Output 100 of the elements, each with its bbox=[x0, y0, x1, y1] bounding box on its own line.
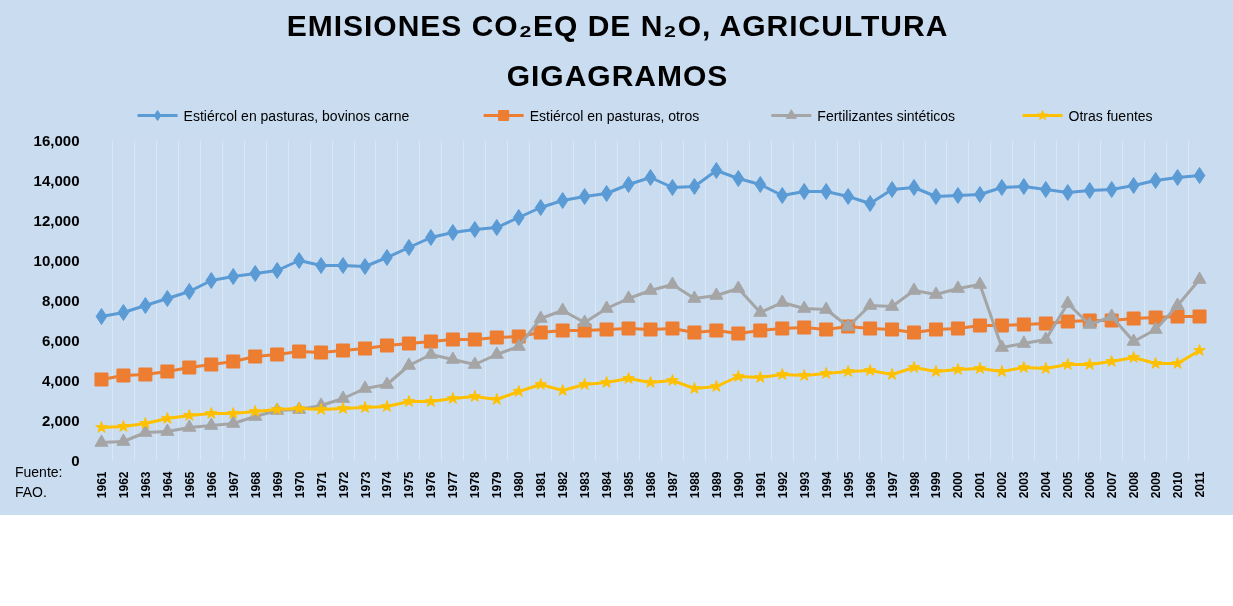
point bbox=[1171, 357, 1184, 369]
point bbox=[271, 262, 283, 279]
point bbox=[95, 421, 108, 433]
point bbox=[731, 280, 746, 293]
point bbox=[1016, 335, 1031, 348]
point bbox=[776, 187, 789, 204]
point bbox=[1127, 177, 1140, 194]
x-tick-label: 1974 bbox=[380, 471, 395, 499]
x-tick-label: 1963 bbox=[138, 471, 153, 499]
x-tick-label: 1988 bbox=[687, 471, 702, 499]
point bbox=[358, 401, 372, 413]
x-tick-label: 1968 bbox=[248, 471, 263, 499]
point bbox=[819, 322, 834, 337]
point bbox=[94, 434, 109, 447]
point bbox=[445, 332, 460, 347]
point bbox=[1060, 295, 1075, 308]
point bbox=[490, 219, 503, 236]
point bbox=[644, 376, 657, 388]
point bbox=[555, 323, 570, 338]
point bbox=[358, 341, 373, 356]
point bbox=[533, 310, 548, 323]
point bbox=[314, 403, 328, 415]
point bbox=[1083, 358, 1096, 370]
x-tick-label: 1976 bbox=[424, 471, 439, 499]
y-tick-label: 16,000 bbox=[33, 131, 80, 149]
point bbox=[467, 332, 482, 347]
point bbox=[160, 423, 175, 436]
point bbox=[227, 268, 240, 285]
point bbox=[863, 297, 878, 310]
point bbox=[666, 374, 679, 386]
point bbox=[379, 338, 394, 353]
point bbox=[489, 346, 504, 359]
x-tick-label: 1979 bbox=[490, 471, 505, 499]
point bbox=[226, 354, 241, 369]
x-tick-label: 1995 bbox=[841, 471, 856, 499]
point bbox=[710, 162, 723, 179]
point bbox=[1192, 309, 1207, 324]
point bbox=[117, 420, 130, 432]
x-tick-label: 1996 bbox=[863, 471, 878, 499]
point bbox=[138, 424, 153, 437]
point bbox=[928, 286, 943, 299]
point bbox=[578, 188, 591, 205]
x-tick-label: 1990 bbox=[731, 471, 746, 499]
point bbox=[863, 321, 878, 336]
x-tick-label: 1982 bbox=[556, 471, 571, 499]
point bbox=[973, 362, 987, 374]
point bbox=[401, 357, 416, 370]
x-tick-label: 2001 bbox=[973, 471, 988, 499]
point bbox=[754, 176, 767, 193]
x-tick-label: 1999 bbox=[929, 471, 944, 499]
x-tick-label: 1992 bbox=[775, 471, 790, 499]
x-tick-label: 1981 bbox=[534, 471, 549, 499]
point bbox=[425, 229, 437, 246]
x-tick-label: 2011 bbox=[1193, 471, 1208, 498]
point bbox=[996, 179, 1008, 196]
point bbox=[205, 272, 218, 289]
point bbox=[820, 183, 833, 200]
point bbox=[732, 370, 745, 382]
x-tick-label: 1973 bbox=[358, 471, 373, 499]
point bbox=[1105, 355, 1118, 367]
point bbox=[775, 294, 790, 307]
point bbox=[600, 376, 613, 388]
point bbox=[336, 343, 351, 358]
x-tick-label: 1985 bbox=[622, 471, 637, 499]
point bbox=[753, 323, 768, 338]
point bbox=[709, 287, 724, 300]
point bbox=[885, 298, 900, 311]
y-tick-label: 6,000 bbox=[41, 331, 80, 349]
point bbox=[248, 349, 263, 364]
chart-title: EMISIONES CO₂EQ DE N₂O, AGRICULTURA bbox=[286, 8, 949, 44]
point bbox=[994, 339, 1009, 352]
point bbox=[577, 314, 592, 327]
x-tick-label: 1977 bbox=[446, 471, 461, 499]
y-tick-label: 0 bbox=[71, 451, 80, 469]
point bbox=[1127, 351, 1140, 363]
point bbox=[1192, 271, 1207, 284]
point bbox=[379, 376, 394, 389]
x-tick-label: 1972 bbox=[336, 471, 351, 499]
point bbox=[687, 290, 702, 303]
x-tick-label: 1975 bbox=[402, 471, 417, 499]
point bbox=[972, 318, 987, 333]
x-tick-label: 2006 bbox=[1083, 471, 1098, 499]
y-tick-label: 4,000 bbox=[41, 371, 80, 389]
point bbox=[863, 364, 877, 376]
point bbox=[622, 176, 635, 193]
point bbox=[489, 330, 504, 345]
point bbox=[204, 357, 219, 372]
point bbox=[950, 280, 965, 293]
point bbox=[1038, 316, 1053, 331]
point bbox=[467, 356, 482, 369]
point bbox=[292, 344, 307, 359]
point bbox=[447, 224, 459, 241]
point bbox=[1038, 331, 1053, 344]
point bbox=[249, 265, 262, 282]
point bbox=[359, 258, 371, 275]
point bbox=[599, 322, 614, 337]
point bbox=[1017, 361, 1031, 373]
point bbox=[665, 276, 680, 289]
point bbox=[1170, 309, 1185, 324]
point bbox=[952, 187, 964, 204]
